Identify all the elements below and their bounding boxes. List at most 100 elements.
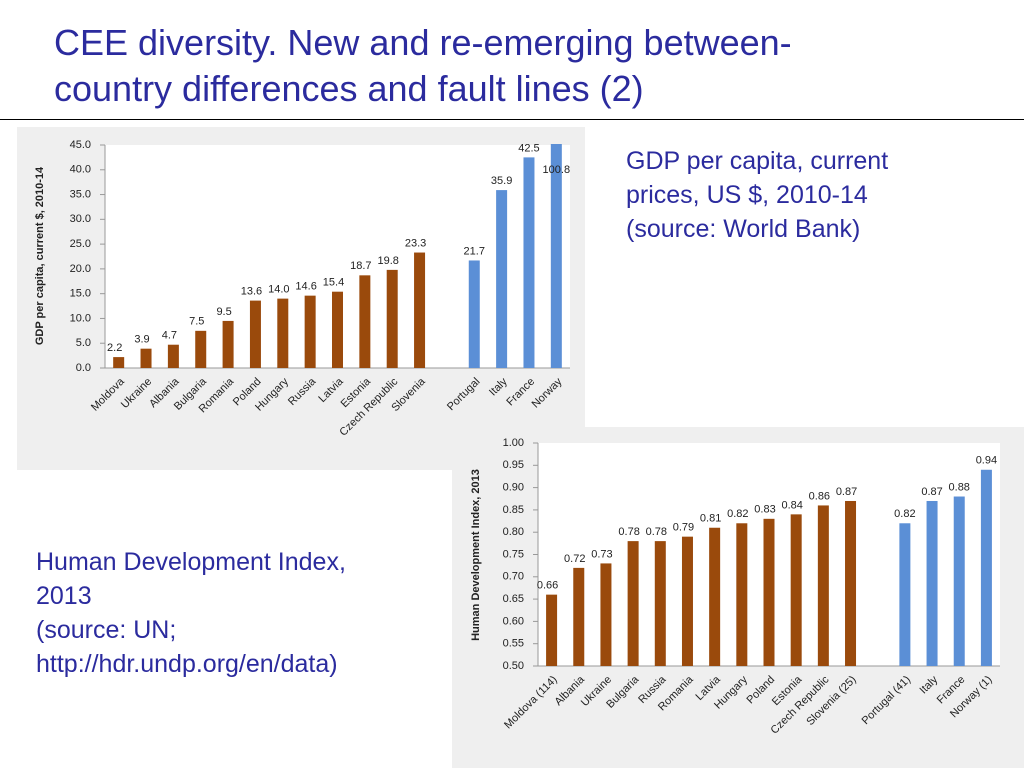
value-label: 0.86 xyxy=(809,490,830,502)
value-label: 0.82 xyxy=(727,508,748,520)
value-label: 0.78 xyxy=(618,526,639,538)
y-tick-label: 0.70 xyxy=(503,571,524,583)
value-label: 14.6 xyxy=(295,281,316,293)
value-label: 0.88 xyxy=(949,481,970,493)
value-label: 0.73 xyxy=(591,548,612,560)
bar xyxy=(763,518,775,666)
bar xyxy=(222,320,234,368)
bar xyxy=(899,523,911,666)
y-tick-label: 35.0 xyxy=(70,188,91,200)
bar xyxy=(523,157,535,368)
bar xyxy=(627,541,639,666)
value-label: 4.7 xyxy=(162,330,177,342)
y-tick-label: 0.65 xyxy=(503,593,524,605)
bar xyxy=(654,541,666,666)
value-label: 0.81 xyxy=(700,513,721,525)
value-label: 0.82 xyxy=(894,508,915,520)
caption-line: Human Development Index, xyxy=(36,548,346,576)
value-label: 0.66 xyxy=(537,580,558,592)
bar xyxy=(573,567,585,666)
y-tick-label: 45.0 xyxy=(70,139,91,151)
bar xyxy=(926,500,938,666)
y-tick-label: 15.0 xyxy=(70,288,91,300)
caption: GDP per capita, current prices, US $, 201… xyxy=(626,144,888,246)
y-tick-label: 30.0 xyxy=(70,213,91,225)
bar xyxy=(113,357,125,368)
y-tick-label: 0.60 xyxy=(503,615,524,627)
y-tick-label: 40.0 xyxy=(70,164,91,176)
bar xyxy=(953,496,965,666)
caption-line: prices, US $, 2010-14 xyxy=(626,181,868,209)
y-tick-label: 1.00 xyxy=(503,437,524,449)
value-label: 3.9 xyxy=(134,334,149,346)
bar xyxy=(845,500,857,666)
y-tick-label: 5.0 xyxy=(76,337,91,349)
title-line: CEE diversity. New and re-emerging betwe… xyxy=(54,22,792,63)
y-tick-label: 10.0 xyxy=(70,312,91,324)
y-axis-label: GDP per capita, current $, 2010-14 xyxy=(34,166,46,345)
y-tick-label: 25.0 xyxy=(70,238,91,250)
value-label: 42.5 xyxy=(518,142,539,154)
bar xyxy=(600,563,612,666)
slide-title: CEE diversity. New and re-emerging betwe… xyxy=(54,20,792,112)
bar xyxy=(709,527,721,666)
value-label: 0.87 xyxy=(836,486,857,498)
value-label: 100.8 xyxy=(543,164,571,176)
value-label: 9.5 xyxy=(216,306,231,318)
caption-line: http://hdr.undp.org/en/data) xyxy=(36,650,338,678)
value-label: 0.94 xyxy=(976,455,997,467)
value-label: 35.9 xyxy=(491,175,512,187)
bar xyxy=(546,594,558,666)
caption-line: (source: World Bank) xyxy=(626,215,861,243)
value-label: 13.6 xyxy=(241,286,262,298)
bar xyxy=(332,291,343,368)
bar xyxy=(468,260,480,368)
value-label: 0.84 xyxy=(781,499,802,511)
y-tick-label: 0.50 xyxy=(503,660,524,672)
value-label: 0.87 xyxy=(921,486,942,498)
value-label: 15.4 xyxy=(323,277,344,289)
bar xyxy=(736,523,748,666)
y-tick-label: 0.80 xyxy=(503,526,524,538)
value-label: 19.8 xyxy=(377,255,398,267)
bar xyxy=(140,348,152,368)
y-tick-label: 0.90 xyxy=(503,482,524,494)
value-label: 2.2 xyxy=(107,342,122,354)
y-tick-label: 0.75 xyxy=(503,548,524,560)
bar xyxy=(277,298,289,368)
title-line: country differences and fault lines (2) xyxy=(54,68,644,109)
y-tick-label: 0.85 xyxy=(503,504,524,516)
caption-line: 2013 xyxy=(36,582,92,610)
value-label: 18.7 xyxy=(350,260,371,272)
value-label: 21.7 xyxy=(464,245,485,257)
bar xyxy=(359,275,371,368)
bar xyxy=(817,505,829,666)
bar xyxy=(550,144,562,368)
bar xyxy=(304,295,316,368)
caption: Human Development Index, 2013 (source: UN;… xyxy=(36,545,346,681)
bar xyxy=(386,269,398,368)
bar xyxy=(681,536,693,666)
value-label: 0.72 xyxy=(564,553,585,565)
bar xyxy=(249,300,261,368)
bar xyxy=(167,344,179,368)
title-rule xyxy=(0,119,1024,120)
value-label: 0.83 xyxy=(754,504,775,516)
value-label: 7.5 xyxy=(189,316,204,328)
bar xyxy=(980,469,992,666)
bar xyxy=(195,330,207,368)
y-tick-label: 20.0 xyxy=(70,263,91,275)
y-tick-label: 0.95 xyxy=(503,459,524,471)
y-axis-label: Human Development Index, 2013 xyxy=(470,469,482,641)
value-label: 0.78 xyxy=(646,526,667,538)
caption-line: GDP per capita, current xyxy=(626,147,889,175)
bar xyxy=(496,190,508,368)
bar xyxy=(790,514,802,666)
value-label: 0.79 xyxy=(673,522,694,534)
value-label: 23.3 xyxy=(405,237,426,249)
caption-line: (source: UN; xyxy=(36,616,177,644)
y-tick-label: 0.55 xyxy=(503,638,524,650)
y-tick-label: 0.0 xyxy=(76,362,91,374)
